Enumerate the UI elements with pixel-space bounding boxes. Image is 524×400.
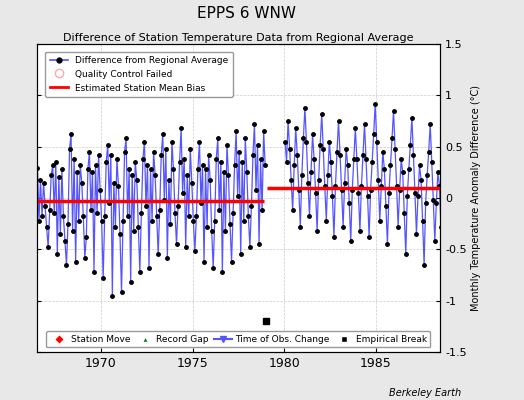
Y-axis label: Monthly Temperature Anomaly Difference (°C): Monthly Temperature Anomaly Difference (… bbox=[471, 85, 481, 311]
Legend: Station Move, Record Gap, Time of Obs. Change, Empirical Break: Station Move, Record Gap, Time of Obs. C… bbox=[47, 331, 430, 348]
Text: EPPS 6 WNW: EPPS 6 WNW bbox=[197, 6, 296, 21]
Text: Berkeley Earth: Berkeley Earth bbox=[389, 388, 461, 398]
Title: Difference of Station Temperature Data from Regional Average: Difference of Station Temperature Data f… bbox=[63, 33, 413, 43]
